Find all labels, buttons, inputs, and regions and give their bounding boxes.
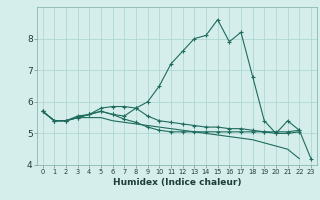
X-axis label: Humidex (Indice chaleur): Humidex (Indice chaleur) bbox=[113, 178, 241, 187]
